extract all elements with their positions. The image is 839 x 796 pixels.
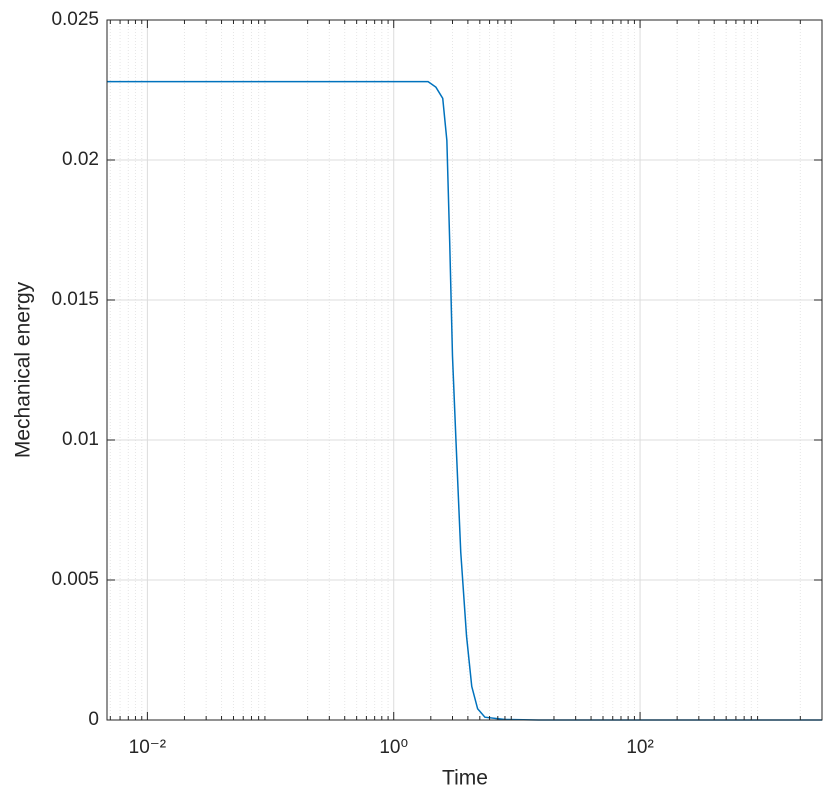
y-tick-label: 0.02: [62, 149, 99, 170]
x-tick-label: 10⁰: [379, 737, 408, 758]
x-tick-label: 10⁻²: [129, 737, 167, 758]
axes-box: [106, 19, 823, 721]
y-tick-label: 0: [88, 709, 99, 730]
y-tick-label: 0.015: [51, 289, 99, 310]
y-axis-label: Mechanical energy: [12, 281, 35, 458]
plot-area: [107, 80, 822, 721]
axes: 10⁻² 10⁰ 10² 0 0.005 0.01 0.015 0.02 0.025: [51, 9, 823, 758]
data-line: [107, 80, 822, 721]
y-tick-label: 0.025: [51, 9, 99, 30]
y-tick-label: 0.01: [62, 429, 99, 450]
x-tick-label: 10²: [626, 737, 653, 758]
y-tick-label: 0.005: [51, 569, 99, 590]
x-axis-label: Time: [442, 767, 488, 790]
